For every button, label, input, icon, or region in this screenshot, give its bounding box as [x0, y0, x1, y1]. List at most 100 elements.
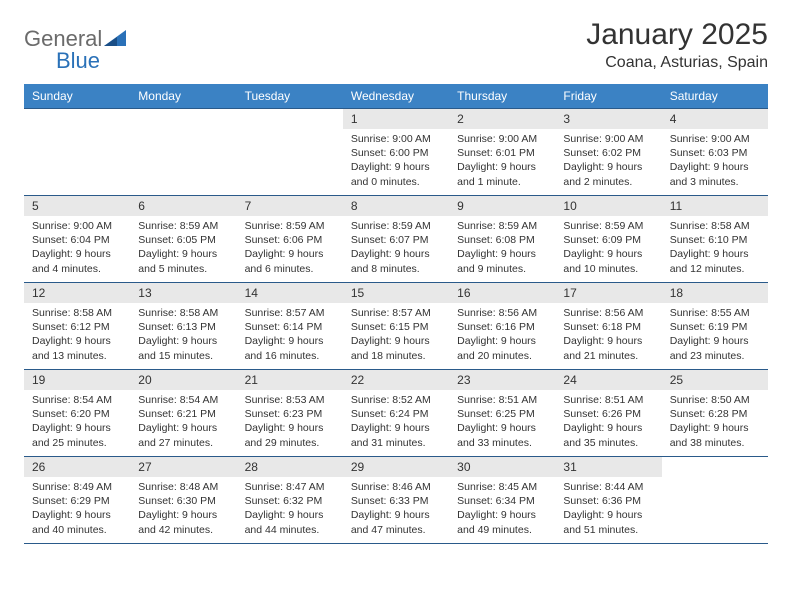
daylight-line2: and 21 minutes. — [563, 349, 653, 363]
day-cell: 6Sunrise: 8:59 AMSunset: 6:05 PMDaylight… — [130, 196, 236, 282]
day-body: Sunrise: 9:00 AMSunset: 6:03 PMDaylight:… — [662, 129, 768, 195]
header: General January 2025 Coana, Asturias, Sp… — [24, 18, 768, 72]
daylight-line2: and 38 minutes. — [670, 436, 760, 450]
sunrise-line: Sunrise: 8:51 AM — [563, 393, 653, 407]
day-number: 1 — [343, 109, 449, 129]
day-body: Sunrise: 8:56 AMSunset: 6:16 PMDaylight:… — [449, 303, 555, 369]
day-body: Sunrise: 8:54 AMSunset: 6:21 PMDaylight:… — [130, 390, 236, 456]
day-number: 2 — [449, 109, 555, 129]
daylight-line2: and 13 minutes. — [32, 349, 122, 363]
sunset-line: Sunset: 6:13 PM — [138, 320, 228, 334]
sunrise-line: Sunrise: 8:53 AM — [245, 393, 335, 407]
daylight-line1: Daylight: 9 hours — [138, 508, 228, 522]
sunset-line: Sunset: 6:03 PM — [670, 146, 760, 160]
day-body: Sunrise: 8:51 AMSunset: 6:26 PMDaylight:… — [555, 390, 661, 456]
day-body: Sunrise: 8:53 AMSunset: 6:23 PMDaylight:… — [237, 390, 343, 456]
daylight-line1: Daylight: 9 hours — [670, 247, 760, 261]
sunset-line: Sunset: 6:09 PM — [563, 233, 653, 247]
daylight-line1: Daylight: 9 hours — [457, 247, 547, 261]
sunset-line: Sunset: 6:29 PM — [32, 494, 122, 508]
day-number: 14 — [237, 283, 343, 303]
sunset-line: Sunset: 6:34 PM — [457, 494, 547, 508]
day-number: 11 — [662, 196, 768, 216]
weeks-container: 1Sunrise: 9:00 AMSunset: 6:00 PMDaylight… — [24, 108, 768, 544]
day-cell: 30Sunrise: 8:45 AMSunset: 6:34 PMDayligh… — [449, 457, 555, 543]
sunrise-line: Sunrise: 9:00 AM — [670, 132, 760, 146]
daylight-line1: Daylight: 9 hours — [138, 334, 228, 348]
day-body: Sunrise: 8:57 AMSunset: 6:14 PMDaylight:… — [237, 303, 343, 369]
day-cell: 22Sunrise: 8:52 AMSunset: 6:24 PMDayligh… — [343, 370, 449, 456]
day-number: 6 — [130, 196, 236, 216]
daylight-line1: Daylight: 9 hours — [457, 160, 547, 174]
day-body: Sunrise: 8:59 AMSunset: 6:07 PMDaylight:… — [343, 216, 449, 282]
day-number: 28 — [237, 457, 343, 477]
page-root: General January 2025 Coana, Asturias, Sp… — [0, 0, 792, 562]
daylight-line1: Daylight: 9 hours — [563, 247, 653, 261]
day-cell — [237, 109, 343, 195]
day-number: 29 — [343, 457, 449, 477]
week-row: 1Sunrise: 9:00 AMSunset: 6:00 PMDaylight… — [24, 108, 768, 196]
day-cell: 10Sunrise: 8:59 AMSunset: 6:09 PMDayligh… — [555, 196, 661, 282]
day-number: 19 — [24, 370, 130, 390]
day-body: Sunrise: 8:59 AMSunset: 6:09 PMDaylight:… — [555, 216, 661, 282]
day-number: 12 — [24, 283, 130, 303]
day-body: Sunrise: 8:51 AMSunset: 6:25 PMDaylight:… — [449, 390, 555, 456]
sunrise-line: Sunrise: 8:47 AM — [245, 480, 335, 494]
day-number: 7 — [237, 196, 343, 216]
sunset-line: Sunset: 6:15 PM — [351, 320, 441, 334]
day-body: Sunrise: 8:59 AMSunset: 6:06 PMDaylight:… — [237, 216, 343, 282]
logo: General — [24, 18, 128, 52]
day-body: Sunrise: 9:00 AMSunset: 6:04 PMDaylight:… — [24, 216, 130, 282]
logo-triangle-icon — [104, 28, 126, 51]
day-number: 18 — [662, 283, 768, 303]
location-subtitle: Coana, Asturias, Spain — [586, 54, 768, 72]
day-cell: 11Sunrise: 8:58 AMSunset: 6:10 PMDayligh… — [662, 196, 768, 282]
daylight-line1: Daylight: 9 hours — [32, 421, 122, 435]
daylight-line1: Daylight: 9 hours — [563, 508, 653, 522]
day-number: 25 — [662, 370, 768, 390]
day-cell: 19Sunrise: 8:54 AMSunset: 6:20 PMDayligh… — [24, 370, 130, 456]
sunset-line: Sunset: 6:14 PM — [245, 320, 335, 334]
sunrise-line: Sunrise: 8:58 AM — [32, 306, 122, 320]
sunset-line: Sunset: 6:04 PM — [32, 233, 122, 247]
daylight-line2: and 1 minute. — [457, 175, 547, 189]
daylight-line1: Daylight: 9 hours — [457, 508, 547, 522]
day-number: 8 — [343, 196, 449, 216]
day-number: 21 — [237, 370, 343, 390]
sunrise-line: Sunrise: 8:56 AM — [563, 306, 653, 320]
day-body: Sunrise: 9:00 AMSunset: 6:00 PMDaylight:… — [343, 129, 449, 195]
day-cell: 27Sunrise: 8:48 AMSunset: 6:30 PMDayligh… — [130, 457, 236, 543]
daylight-line1: Daylight: 9 hours — [245, 508, 335, 522]
day-cell: 17Sunrise: 8:56 AMSunset: 6:18 PMDayligh… — [555, 283, 661, 369]
daylight-line2: and 16 minutes. — [245, 349, 335, 363]
daylight-line2: and 20 minutes. — [457, 349, 547, 363]
day-number: 5 — [24, 196, 130, 216]
day-body: Sunrise: 8:59 AMSunset: 6:08 PMDaylight:… — [449, 216, 555, 282]
day-number: 27 — [130, 457, 236, 477]
day-cell: 23Sunrise: 8:51 AMSunset: 6:25 PMDayligh… — [449, 370, 555, 456]
weekday-cell: Tuesday — [237, 84, 343, 108]
daylight-line1: Daylight: 9 hours — [351, 508, 441, 522]
day-cell: 29Sunrise: 8:46 AMSunset: 6:33 PMDayligh… — [343, 457, 449, 543]
daylight-line2: and 47 minutes. — [351, 523, 441, 537]
month-title: January 2025 — [586, 18, 768, 52]
day-body: Sunrise: 8:45 AMSunset: 6:34 PMDaylight:… — [449, 477, 555, 543]
day-cell — [662, 457, 768, 543]
daylight-line1: Daylight: 9 hours — [351, 334, 441, 348]
daylight-line2: and 5 minutes. — [138, 262, 228, 276]
daylight-line2: and 2 minutes. — [563, 175, 653, 189]
day-body: Sunrise: 9:00 AMSunset: 6:02 PMDaylight:… — [555, 129, 661, 195]
week-row: 5Sunrise: 9:00 AMSunset: 6:04 PMDaylight… — [24, 196, 768, 283]
sunrise-line: Sunrise: 8:56 AM — [457, 306, 547, 320]
sunrise-line: Sunrise: 8:46 AM — [351, 480, 441, 494]
daylight-line2: and 15 minutes. — [138, 349, 228, 363]
daylight-line1: Daylight: 9 hours — [563, 421, 653, 435]
daylight-line1: Daylight: 9 hours — [245, 421, 335, 435]
daylight-line2: and 18 minutes. — [351, 349, 441, 363]
daylight-line1: Daylight: 9 hours — [670, 421, 760, 435]
sunrise-line: Sunrise: 8:52 AM — [351, 393, 441, 407]
day-body: Sunrise: 8:54 AMSunset: 6:20 PMDaylight:… — [24, 390, 130, 456]
sunrise-line: Sunrise: 8:58 AM — [138, 306, 228, 320]
daylight-line1: Daylight: 9 hours — [138, 247, 228, 261]
day-body: Sunrise: 8:50 AMSunset: 6:28 PMDaylight:… — [662, 390, 768, 456]
